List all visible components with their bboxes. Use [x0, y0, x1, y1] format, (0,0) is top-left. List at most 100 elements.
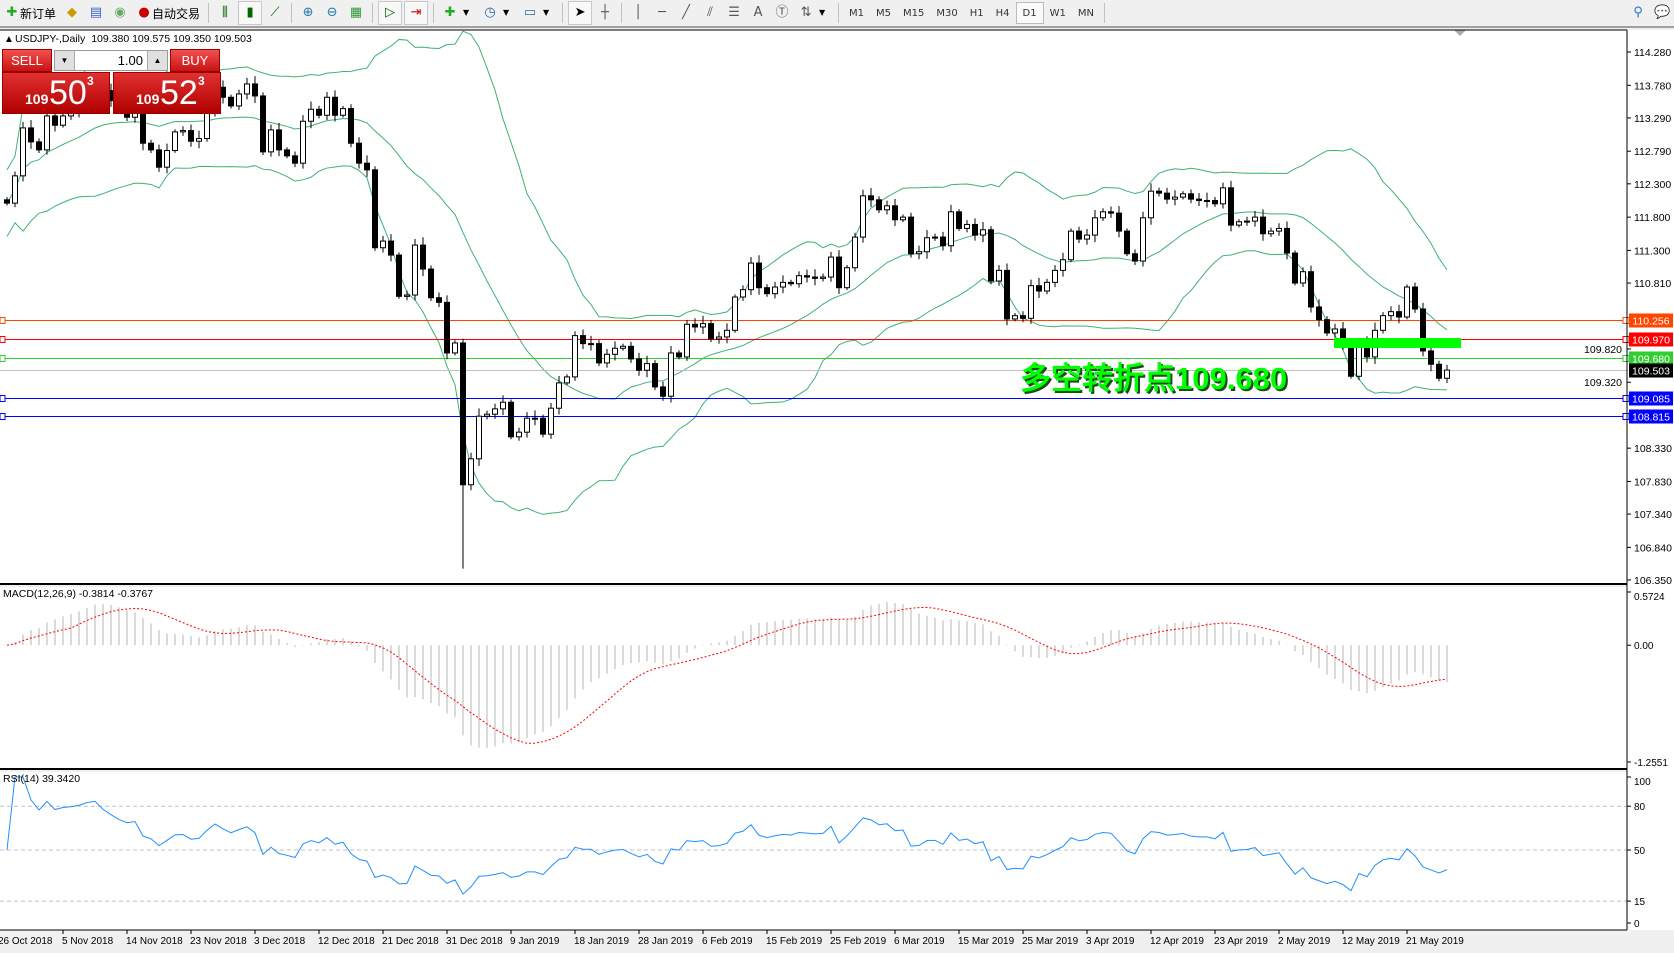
bull-candle[interactable]: [1148, 190, 1154, 219]
bull-candle[interactable]: [564, 376, 570, 384]
bear-candle[interactable]: [372, 169, 378, 249]
market-watch-button[interactable]: ◆: [61, 1, 83, 25]
bull-candle[interactable]: [828, 256, 834, 278]
bull-candle[interactable]: [852, 236, 858, 269]
bear-candle[interactable]: [1260, 216, 1266, 235]
bear-candle[interactable]: [1348, 343, 1354, 377]
bull-candle[interactable]: [860, 195, 866, 238]
vertical-line-button[interactable]: │: [627, 1, 649, 25]
collapse-triangle-icon[interactable]: ▲: [4, 34, 14, 45]
bull-candle[interactable]: [1300, 271, 1306, 284]
bull-candle[interactable]: [340, 108, 346, 116]
bear-candle[interactable]: [156, 149, 162, 168]
bull-candle[interactable]: [724, 329, 730, 338]
bear-candle[interactable]: [364, 162, 370, 171]
bull-candle[interactable]: [620, 345, 626, 349]
trendline-button[interactable]: ╱: [675, 1, 697, 25]
line-handle[interactable]: [0, 395, 6, 402]
bull-candle[interactable]: [700, 323, 706, 328]
bear-candle[interactable]: [284, 149, 290, 157]
bear-candle[interactable]: [580, 335, 586, 345]
bear-candle[interactable]: [1036, 285, 1042, 292]
bear-candle[interactable]: [1116, 212, 1122, 232]
bull-candle[interactable]: [556, 382, 562, 409]
bear-candle[interactable]: [892, 205, 898, 221]
bull-candle[interactable]: [180, 130, 186, 133]
bear-candle[interactable]: [836, 256, 842, 289]
bull-candle[interactable]: [380, 240, 386, 249]
bull-candle[interactable]: [668, 352, 674, 397]
bull-candle[interactable]: [12, 175, 18, 204]
bear-candle[interactable]: [756, 262, 762, 289]
bull-candle[interactable]: [1404, 286, 1410, 318]
line-handle[interactable]: [1622, 355, 1630, 362]
bull-candle[interactable]: [916, 251, 922, 255]
turning-point-annotation[interactable]: 多空转折点109.680: [1020, 361, 1287, 396]
line-handle[interactable]: [0, 413, 6, 420]
data-window-button[interactable]: ▤: [85, 1, 107, 25]
bull-candle[interactable]: [964, 223, 970, 229]
bull-candle[interactable]: [612, 347, 618, 355]
bull-candle[interactable]: [476, 415, 482, 460]
bear-candle[interactable]: [988, 229, 994, 282]
bear-candle[interactable]: [1396, 311, 1402, 318]
bull-candle[interactable]: [1084, 234, 1090, 240]
bear-candle[interactable]: [252, 83, 258, 97]
bear-candle[interactable]: [420, 244, 426, 270]
bull-candle[interactable]: [1244, 220, 1250, 223]
bear-candle[interactable]: [508, 401, 514, 438]
bull-candle[interactable]: [1028, 285, 1034, 319]
bull-candle[interactable]: [1252, 216, 1258, 222]
bull-candle[interactable]: [500, 401, 506, 410]
lot-decrease-button[interactable]: ▼: [55, 51, 75, 70]
bear-candle[interactable]: [220, 86, 226, 98]
lot-size-stepper[interactable]: ▼ 1.00 ▲: [54, 50, 168, 71]
timeframe-w1[interactable]: W1: [1049, 7, 1066, 19]
bull-candle[interactable]: [1220, 187, 1226, 205]
bull-candle[interactable]: [732, 296, 738, 331]
sell-price-button[interactable]: 109 50 3: [2, 72, 110, 114]
bull-candle[interactable]: [844, 267, 850, 289]
bull-candle[interactable]: [884, 205, 890, 211]
bull-candle[interactable]: [716, 336, 722, 340]
timeframe-m1[interactable]: M1: [849, 7, 865, 19]
bear-candle[interactable]: [28, 127, 34, 143]
bear-candle[interactable]: [540, 417, 546, 435]
bear-candle[interactable]: [444, 301, 450, 354]
bull-candle[interactable]: [20, 127, 26, 177]
bear-candle[interactable]: [1188, 193, 1194, 200]
bear-candle[interactable]: [1108, 211, 1114, 214]
bull-candle[interactable]: [164, 150, 170, 168]
buy-price-button[interactable]: 109 52 3: [113, 72, 221, 114]
new-order-button[interactable]: ✚ 新订单: [1, 1, 59, 25]
cursor-button[interactable]: ➤: [568, 1, 593, 25]
auto-trading-button[interactable]: ● 自动交易: [133, 1, 203, 25]
bear-candle[interactable]: [4, 199, 10, 204]
bear-candle[interactable]: [188, 130, 194, 142]
timeframe-h4[interactable]: H4: [995, 7, 1010, 19]
bar-chart-button[interactable]: ⫼: [214, 1, 236, 25]
indicators-button[interactable]: ✚ ▼: [439, 1, 477, 25]
bull-candle[interactable]: [412, 244, 418, 296]
bear-candle[interactable]: [1196, 198, 1202, 201]
bear-candle[interactable]: [1428, 350, 1434, 365]
bear-candle[interactable]: [788, 281, 794, 285]
bull-candle[interactable]: [196, 138, 202, 142]
bear-candle[interactable]: [1076, 230, 1082, 240]
bear-candle[interactable]: [1164, 192, 1170, 200]
bear-candle[interactable]: [628, 345, 634, 360]
bull-candle[interactable]: [468, 458, 474, 486]
timeframe-m5[interactable]: M5: [876, 7, 892, 19]
bull-candle[interactable]: [1332, 328, 1338, 334]
bull-candle[interactable]: [1044, 281, 1050, 292]
bull-candle[interactable]: [1388, 311, 1394, 317]
templates-button[interactable]: ▭ ▼: [519, 1, 557, 25]
bull-candle[interactable]: [404, 294, 410, 297]
bull-candle[interactable]: [948, 211, 954, 247]
bull-candle[interactable]: [588, 343, 594, 346]
bear-candle[interactable]: [804, 275, 810, 278]
bull-candle[interactable]: [748, 262, 754, 291]
sell-button[interactable]: SELL: [2, 49, 52, 72]
bull-candle[interactable]: [1100, 211, 1106, 219]
